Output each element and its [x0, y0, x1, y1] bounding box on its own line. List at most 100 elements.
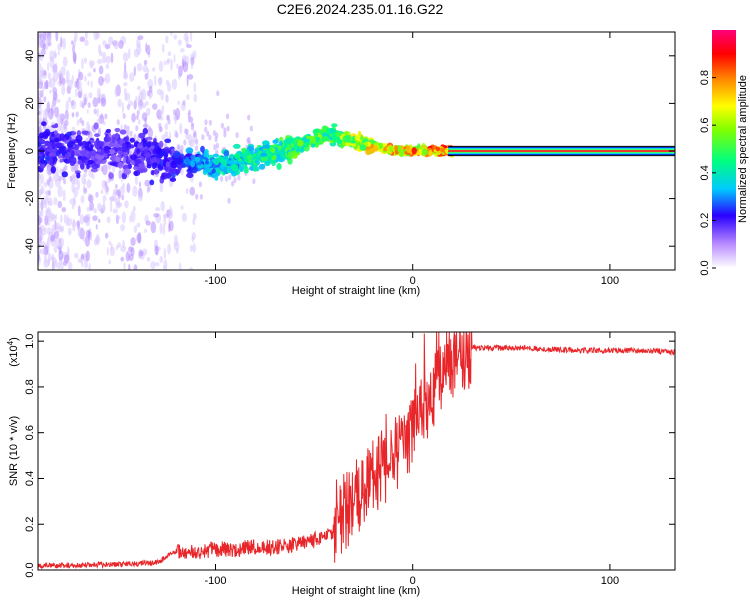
spectrogram-noise-cell [117, 242, 121, 248]
spectrogram-noise-cell [61, 84, 66, 96]
x-tick-label: 0 [410, 275, 416, 287]
spectrogram-noise-cell [47, 200, 53, 207]
spectrogram-noise-cell [89, 201, 94, 211]
spectrogram-noise-cell [198, 181, 202, 188]
spectrogram-signal-cell [323, 136, 329, 142]
spectrogram-noise-cell [71, 40, 74, 45]
spectrogram-signal-cell [309, 139, 316, 144]
spectrogram-noise-cell [62, 56, 68, 67]
spectrogram-noise-cell [93, 68, 96, 73]
spectrogram-noise-cell [174, 114, 177, 125]
spectrogram-signal-cell [305, 135, 314, 140]
spectrogram-signal-cell [123, 137, 129, 142]
spectrogram-noise-cell [60, 36, 63, 48]
spectrogram-noise-cell [84, 75, 87, 82]
spectrogram-noise-cell [139, 99, 143, 106]
spectrogram-noise-cell [148, 125, 152, 132]
spectrogram-noise-cell [88, 92, 93, 99]
y-tick-label: 20 [24, 97, 36, 109]
spectrogram-noise-cell [93, 32, 99, 41]
spectrogram-signal-cell [134, 158, 140, 166]
spectrogram-noise-cell [63, 123, 67, 130]
spectrogram-signal-cell [97, 148, 102, 153]
spectrogram-signal-cell [293, 145, 298, 151]
y-tick-label: 0.4 [24, 471, 36, 486]
spectrogram-signal-cell [112, 156, 116, 162]
spectrogram-signal-cell [270, 147, 276, 154]
spectrogram-noise-cell [45, 207, 52, 219]
spectrogram-noise-cell [249, 125, 253, 132]
spectrogram-noise-cell [104, 113, 108, 120]
spectrogram-signal-cell [297, 139, 304, 147]
spectrogram-noise-cell [121, 211, 126, 224]
spectrogram-noise-cell [81, 253, 85, 260]
spectrogram-signal-cell [59, 133, 65, 141]
y-tick-label: 0.8 [24, 379, 36, 394]
spectrogram-noise-cell [135, 95, 138, 102]
spectrogram-signal-cell [369, 148, 376, 154]
spectrogram-marks [38, 32, 675, 270]
chart-title: C2E6.2024.235.01.16.G22 [277, 1, 444, 17]
spectrogram-noise-cell [186, 44, 192, 49]
spectrogram-noise-cell [38, 62, 42, 71]
spectrogram-noise-cell [102, 195, 107, 203]
spectrogram-noise-cell [191, 232, 196, 240]
spectrogram-noise-cell [193, 131, 197, 138]
spectrogram-signal-cell [169, 177, 177, 182]
spectrogram-noise-cell [165, 79, 170, 86]
spectrogram-signal-cell [265, 144, 270, 149]
spectrogram-noise-cell [136, 222, 141, 228]
spectrogram-signal-cell [79, 150, 87, 155]
spectrogram-signal-cell [76, 172, 81, 179]
spectrogram-signal-cell [260, 156, 268, 162]
spectrogram-noise-cell [178, 65, 183, 77]
spectrogram-noise-cell [175, 132, 179, 139]
spectrogram-signal-cell [185, 156, 190, 164]
spectrogram-signal-cell [64, 153, 69, 159]
spectrogram-noise-cell [153, 75, 157, 86]
spectrogram-signal-cell [54, 137, 60, 143]
spectrogram-signal-cell [57, 154, 63, 159]
y-tick-label: 0.2 [24, 517, 36, 532]
spectrogram-noise-cell [130, 237, 136, 246]
spectrogram-noise-cell [98, 218, 101, 223]
spectrogram-signal-cell [237, 158, 243, 162]
spectrogram-noise-cell [204, 119, 208, 126]
spectrogram-noise-cell [122, 113, 126, 119]
spectrogram-signal-cell [354, 134, 361, 142]
spectrogram-signal-cell [108, 172, 114, 180]
spectrogram-noise-cell [123, 124, 127, 131]
spectrogram-noise-cell [167, 51, 172, 56]
y-tick-label: 1.0 [24, 334, 36, 349]
spectrogram-signal-cell [243, 166, 249, 174]
spectrogram-noise-cell [208, 134, 212, 141]
spectrogram-noise-cell [58, 175, 62, 182]
spectrogram-noise-cell [150, 221, 157, 234]
spectrogram-noise-cell [84, 39, 89, 46]
spectrogram-noise-cell [53, 49, 57, 60]
spectrogram-noise-cell [92, 97, 99, 108]
spectrogram-noise-cell [140, 88, 147, 101]
spectrogram-noise-cell [57, 201, 63, 209]
spectrogram-signal-cell [97, 154, 105, 160]
spectrogram-signal-cell [143, 149, 149, 154]
spectrogram-signal-cell [139, 168, 146, 173]
spectrogram-signal-cell [185, 153, 191, 157]
spectrogram-noise-cell [145, 107, 151, 116]
spectrogram-noise-cell [182, 99, 186, 106]
spectrogram-noise-cell [75, 88, 78, 98]
spectrogram-noise-cell [160, 201, 165, 212]
spectrogram-signal-cell [331, 123, 338, 128]
spectrogram-noise-cell [86, 179, 92, 189]
spectrogram-noise-cell [223, 127, 227, 134]
spectrogram-noise-cell [189, 244, 193, 252]
spectrogram-noise-cell [51, 224, 55, 232]
spectrogram-noise-cell [206, 130, 210, 137]
spectrogram-signal-cell [105, 128, 112, 133]
x-tick-label: 100 [601, 575, 619, 587]
spectrogram-noise-cell [95, 224, 98, 230]
spectrogram-signal-cell [190, 160, 196, 168]
spectrogram-noise-cell [48, 175, 52, 182]
spectrogram-noise-cell [90, 80, 93, 89]
spectrogram-noise-cell [158, 60, 164, 72]
